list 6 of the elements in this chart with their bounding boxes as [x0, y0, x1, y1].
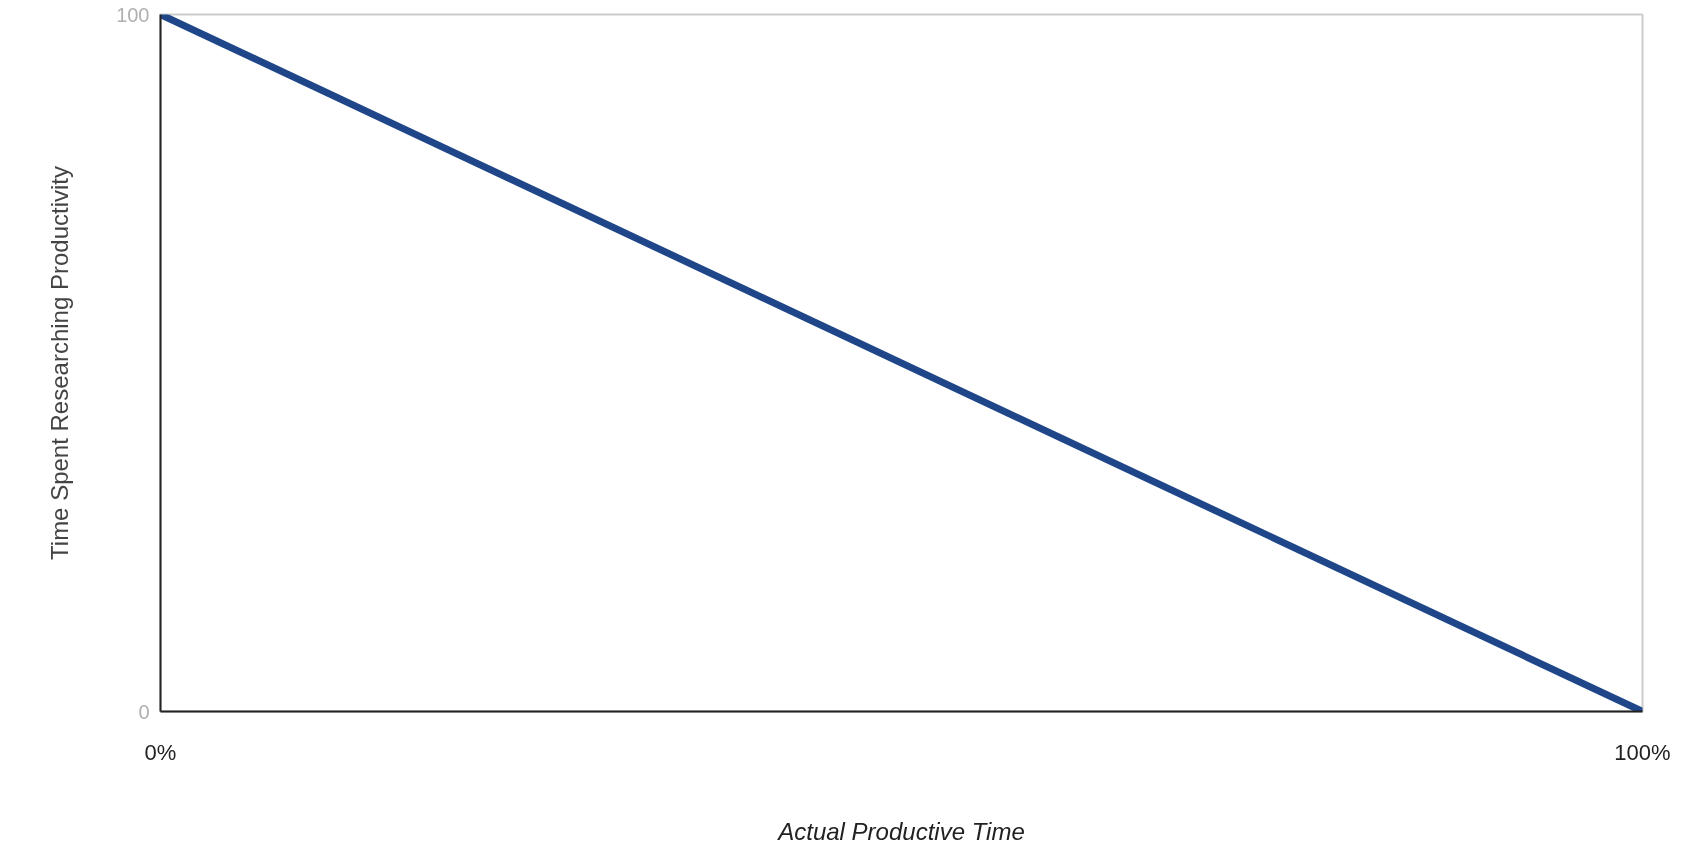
x-axis-title: Actual Productive Time [776, 817, 1025, 845]
x-tick-label: 100% [1614, 739, 1671, 765]
y-axis-title: Time Spent Researching Productivity [46, 166, 74, 560]
y-tick-label: 100 [116, 3, 150, 26]
x-tick-label: 0% [144, 739, 177, 765]
y-tick-label: 0 [138, 700, 150, 723]
